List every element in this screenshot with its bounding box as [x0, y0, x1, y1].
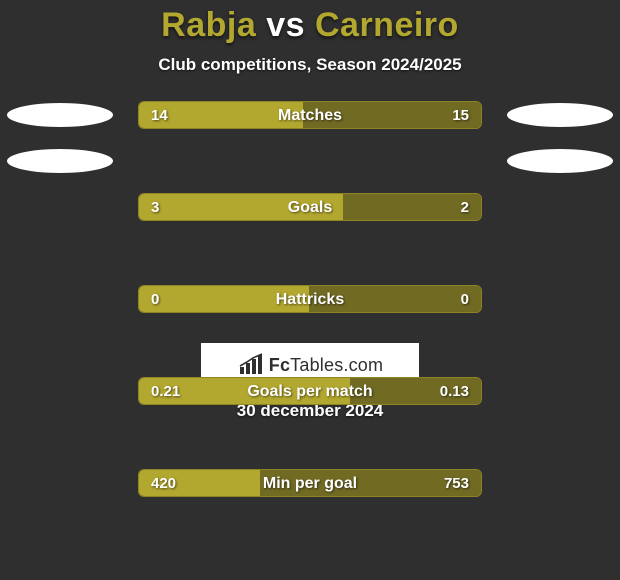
title-player-left: Rabja	[161, 6, 256, 44]
stat-row: 0.210.13Goals per match	[138, 377, 482, 405]
logo-text: FcTables.com	[269, 355, 383, 376]
stat-value-right: 0.13	[428, 378, 481, 404]
title-vs: vs	[256, 6, 315, 44]
stat-row: 32Goals	[138, 193, 482, 221]
stat-rows: 1415Matches32Goals00Hattricks0.210.13Goa…	[0, 101, 620, 331]
player-left-marker	[7, 103, 113, 127]
logo-tables: Tables.com	[290, 355, 383, 375]
bar-chart-icon	[237, 353, 265, 377]
stat-row: 420753Min per goal	[138, 469, 482, 497]
subtitle: Club competitions, Season 2024/2025	[0, 55, 620, 75]
player-right-marker	[507, 103, 613, 127]
player-right-marker	[507, 149, 613, 173]
title-player-right: Carneiro	[315, 6, 459, 44]
stat-value-left: 14	[139, 102, 180, 128]
stat-value-left: 0	[139, 286, 171, 312]
stat-row: 00Hattricks	[138, 285, 482, 313]
comparison-infographic: Rabja vs Carneiro Club competitions, Sea…	[0, 0, 620, 421]
stat-value-left: 420	[139, 470, 188, 496]
stat-value-left: 0.21	[139, 378, 192, 404]
stat-row: 1415Matches	[138, 101, 482, 129]
stat-value-right: 15	[440, 102, 481, 128]
stat-value-right: 2	[449, 194, 481, 220]
player-left-marker	[7, 149, 113, 173]
stat-value-right: 0	[449, 286, 481, 312]
logo-fc: Fc	[269, 355, 290, 375]
page-title: Rabja vs Carneiro	[0, 6, 620, 45]
stat-value-left: 3	[139, 194, 171, 220]
stat-value-right: 753	[432, 470, 481, 496]
